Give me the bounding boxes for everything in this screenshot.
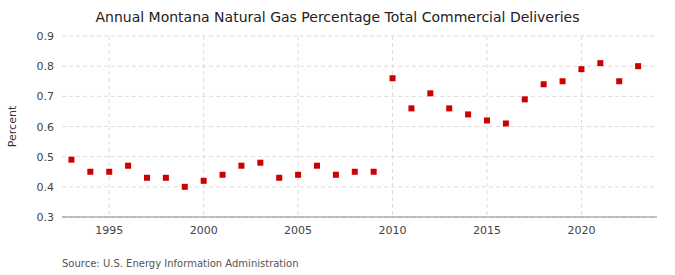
source-note: Source: U.S. Energy Information Administ… [62,258,299,269]
x-tick-label: 1995 [95,224,123,237]
x-axis-line [62,217,657,218]
point [125,163,131,169]
y-axis-label: Percent [6,105,19,147]
point [182,184,188,190]
point [257,160,263,166]
y-tick-label: 0.9 [37,30,55,43]
point [144,175,150,181]
y-grid-line [62,66,657,67]
y-tick-label: 0.8 [37,60,55,73]
point [87,169,93,175]
point [201,178,207,184]
point [503,120,509,126]
point [465,111,471,117]
title: Annual Montana Natural Gas Percentage To… [95,9,579,25]
x-tick-label: 2000 [190,224,218,237]
point [295,172,301,178]
point [560,78,566,84]
x-grid-line [298,36,299,217]
y-grid-line [62,156,657,157]
y-grid-line [62,96,657,97]
point [484,117,490,123]
y-grid-line [62,36,657,37]
point [220,172,226,178]
x-grid-line [203,36,204,217]
point [408,105,414,111]
point [276,175,282,181]
points [68,60,641,190]
grid [62,36,657,217]
y-grid-line [62,126,657,127]
point [390,75,396,81]
y-tick-label: 0.5 [37,151,55,164]
point [635,63,641,69]
point [597,60,603,66]
point [616,78,622,84]
point [333,172,339,178]
x-grid-line [392,36,393,217]
point [314,163,320,169]
y-tick-label: 0.6 [37,121,55,134]
x-grid-line [109,36,110,217]
x-tick-label: 2020 [567,224,595,237]
y-tick-label: 0.4 [37,181,55,194]
point [541,81,547,87]
point [371,169,377,175]
chart: Annual Montana Natural Gas Percentage To… [0,0,675,275]
y-tick-label: 0.3 [37,211,55,224]
x-grid-line [581,36,582,217]
point [578,66,584,72]
point [446,105,452,111]
y-grid-line [62,217,657,218]
point [427,90,433,96]
point [522,96,528,102]
point [352,169,358,175]
point [68,157,74,163]
x-tick-label: 2015 [473,224,501,237]
x-tick-label: 2005 [284,224,312,237]
point [238,163,244,169]
point [163,175,169,181]
y-tick-label: 0.7 [37,90,55,103]
point [106,169,112,175]
y-grid-line [62,186,657,187]
x-grid-line [487,36,488,217]
x-tick-label: 2010 [379,224,407,237]
